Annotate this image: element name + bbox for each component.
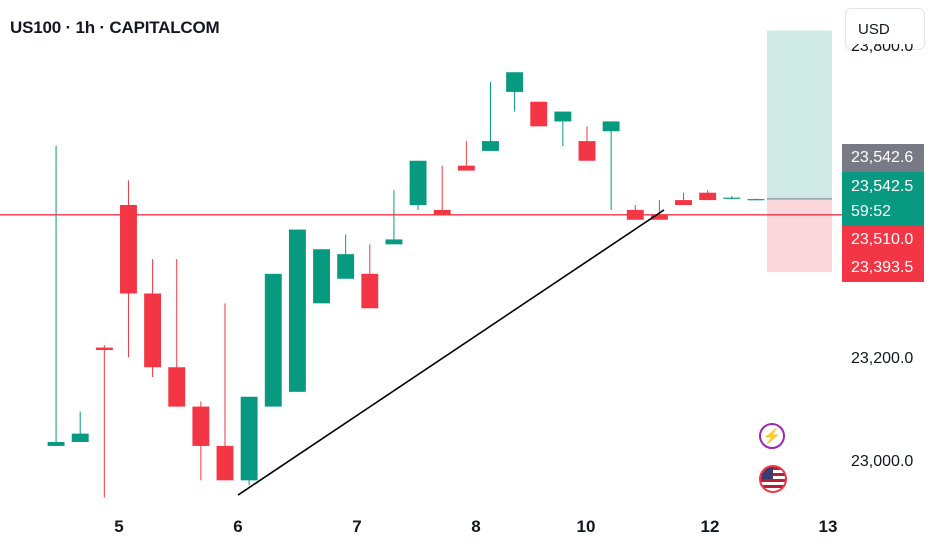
candle-body [457,165,475,171]
candle-body [650,214,668,220]
candle-body [530,101,548,127]
target-zone [767,30,832,199]
last-price-value: 23,542.5 [851,178,914,195]
candle-body [95,347,113,351]
trendline [237,209,665,496]
x-tick-5: 5 [114,517,124,536]
us-flag-icon[interactable] [759,465,787,493]
candle-body [288,229,306,392]
currency-selector[interactable]: USD [845,8,925,50]
candle-body [385,239,403,245]
prev-close-tag: 23,542.6 [842,144,924,172]
candle-body [216,445,234,481]
candle-body [747,199,765,201]
candle-body [699,192,717,201]
candle-body [71,433,89,442]
x-tick-13: 13 [818,517,838,536]
candle-body [602,121,620,132]
bar-countdown: 59:52 [851,203,892,220]
candle-body [337,254,355,279]
candle-body [506,72,524,92]
candle-body [168,367,186,407]
candle-body [723,197,741,199]
last-price-tag: 23,542.5 59:52 [842,172,924,226]
y-tick-mid: 23,200.0 [851,350,914,367]
candle-body [47,441,65,446]
candle-body [313,249,330,304]
y-tick-low: 23,000.0 [851,453,914,470]
stop-loss-tag: 23,393.5 [842,254,924,282]
candle-body [192,406,210,446]
candle-body [240,396,258,481]
candle-body [409,160,427,205]
x-tick-12: 12 [700,517,720,536]
candle-body [554,111,572,122]
candle-body [120,205,137,294]
horizontal-line-tag: 23,510.0 [842,226,924,254]
candle-body [578,141,596,161]
lightning-icon[interactable]: ⚡ [759,423,785,449]
candle-body [144,293,162,368]
candle-body [675,200,692,205]
x-tick-10: 10 [576,517,596,536]
symbol-title: US100 · 1h · CAPITALCOM [10,18,220,37]
x-tick-7: 7 [352,517,362,536]
candle-body [264,273,282,407]
y-tick-top: 23,800.0 [851,44,914,55]
candle-body [482,141,499,151]
x-tick-8: 8 [471,517,481,536]
stop-zone [767,198,832,273]
candle-body [433,209,451,215]
x-tick-6: 6 [233,517,243,536]
candle-body [361,273,379,309]
